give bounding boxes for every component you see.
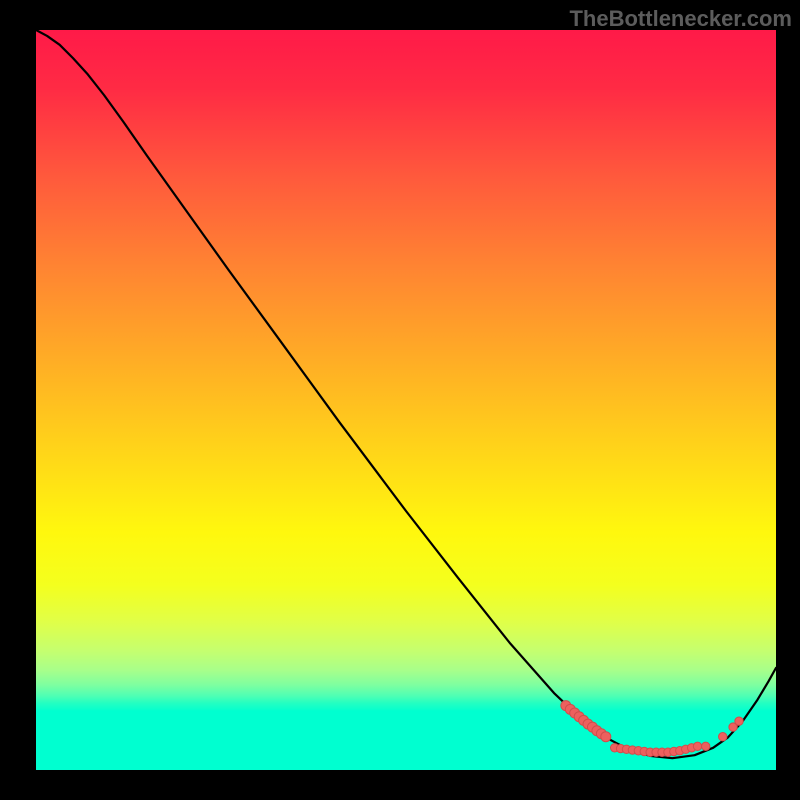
chart-area: [36, 30, 776, 770]
curve-marker: [719, 733, 727, 741]
curve-marker: [702, 742, 710, 750]
curve-marker: [601, 732, 611, 742]
watermark-text: TheBottlenecker.com: [569, 6, 792, 32]
chart-svg: [36, 30, 776, 770]
canvas: TheBottlenecker.com: [0, 0, 800, 800]
chart-background: [36, 30, 776, 770]
curve-marker: [735, 717, 743, 725]
curve-marker: [693, 742, 701, 750]
